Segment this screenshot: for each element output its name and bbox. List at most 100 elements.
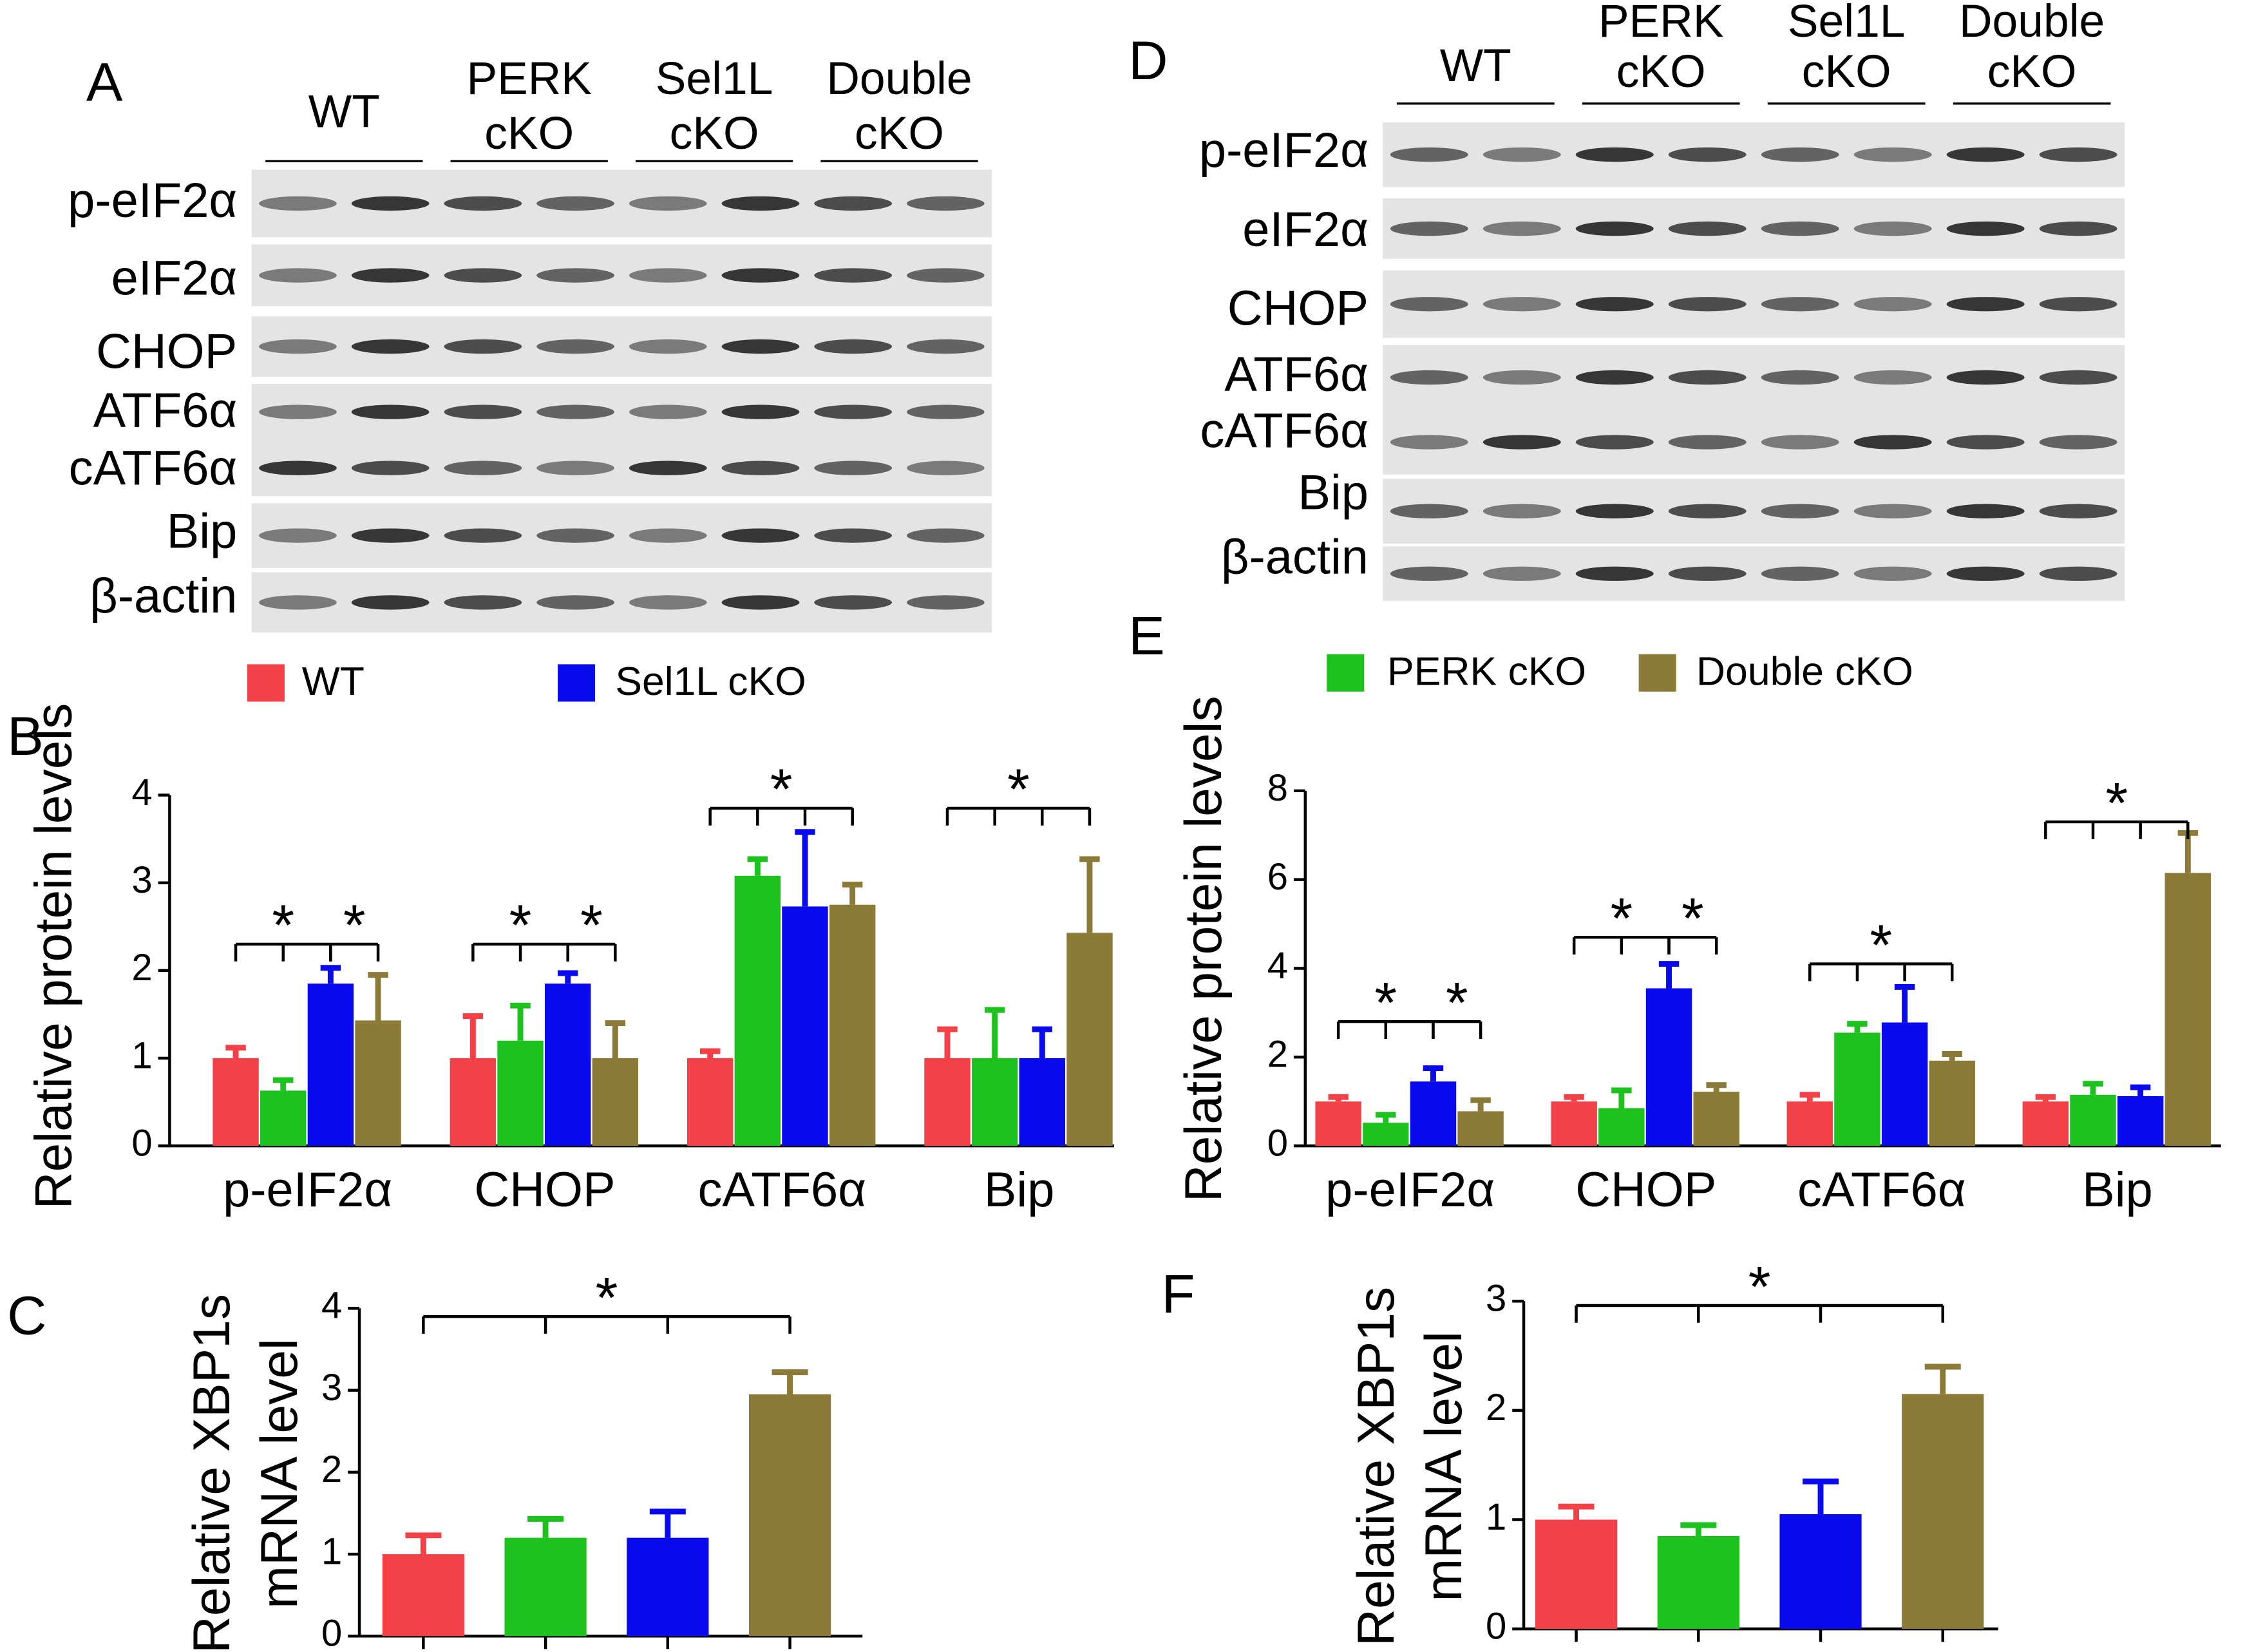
y-tick-label: 3: [1486, 1278, 1506, 1320]
blot-strip: [251, 384, 992, 497]
x-tick-label: Bip: [2082, 1163, 2153, 1217]
bar: [260, 1090, 307, 1146]
blot-band: [536, 460, 614, 475]
bar: [504, 1537, 587, 1637]
error-bar: [1328, 1094, 1349, 1102]
blot-band: [1668, 504, 1747, 518]
significance-label: *: [770, 757, 793, 821]
blot-band: [351, 196, 430, 211]
group-label: Double: [1959, 0, 2105, 47]
error-bar: [1706, 1082, 1727, 1092]
error-bar: [1680, 1522, 1717, 1536]
error-bar: [2083, 1081, 2103, 1095]
y-tick-label: 2: [1486, 1387, 1506, 1429]
blot-band: [1482, 566, 1561, 581]
group-label: Sel1L: [656, 53, 773, 104]
blot-band: [1575, 370, 1654, 385]
blot-band: [721, 404, 800, 419]
bar: [1019, 1058, 1066, 1146]
bar: [782, 906, 828, 1146]
blot-band: [814, 339, 892, 354]
bar: [1315, 1101, 1361, 1146]
blot-band: [814, 268, 892, 283]
blot-band: [2039, 147, 2117, 162]
blot-band: [1390, 221, 1468, 236]
blot-band: [1853, 435, 1932, 450]
bar: [1551, 1101, 1597, 1146]
bar: [1657, 1535, 1739, 1629]
blot-band: [721, 460, 800, 475]
legend-swatch: [558, 664, 596, 702]
blot-band: [1761, 435, 1839, 450]
significance-bracket: [566, 942, 617, 962]
blot-row-label: eIF2α: [111, 251, 238, 306]
x-tick-label: Bip: [984, 1163, 1055, 1217]
bar: [734, 875, 781, 1146]
significance-bracket: [945, 806, 1092, 826]
blot-band: [814, 528, 892, 543]
group-label: cKO: [855, 108, 944, 159]
blot-band: [1946, 370, 2025, 385]
blot-band: [906, 460, 985, 475]
blot-row-label: p-eIF2α: [68, 173, 237, 228]
blot-row-label: ATF6α: [93, 383, 238, 438]
y-tick-label: 6: [1267, 856, 1288, 898]
blot-band: [629, 404, 707, 419]
y-axis-label: Relative XBP1s: [1347, 1287, 1405, 1646]
y-tick-label: 4: [1267, 945, 1288, 987]
group-label: cKO: [670, 108, 759, 159]
blot-row-label: cATF6α: [1200, 403, 1368, 458]
legend-swatch: [247, 664, 285, 702]
error-bar: [510, 1002, 531, 1041]
significance-label: *: [1681, 886, 1704, 950]
blot-band: [1668, 566, 1747, 581]
y-axis-label: mRNA level: [1415, 1331, 1473, 1602]
blot-band: [536, 528, 614, 543]
bar: [2070, 1094, 2116, 1146]
significance-bracket: [1808, 962, 1954, 982]
error-bar: [1924, 1363, 1961, 1394]
bar: [627, 1537, 709, 1637]
bar: [1902, 1394, 1984, 1629]
significance-label: *: [343, 893, 366, 957]
blot-band: [1390, 297, 1468, 312]
blot-band: [351, 404, 430, 419]
blot-band: [536, 595, 614, 610]
blot-row-label: β-actin: [1221, 530, 1368, 585]
panel-label: E: [1128, 605, 1165, 666]
legend-label: WT: [302, 659, 365, 704]
y-axis-label: Relative XBP1s: [183, 1294, 241, 1652]
y-tick-label: 1: [321, 1530, 342, 1572]
blot-band: [721, 595, 800, 610]
bar: [1779, 1514, 1862, 1629]
bar: [307, 983, 354, 1146]
blot-band: [721, 339, 800, 354]
significance-bracket: [471, 942, 569, 962]
y-tick-label: 3: [321, 1367, 342, 1409]
error-bar: [527, 1515, 564, 1538]
group-label: Double: [826, 53, 972, 104]
bar: [497, 1040, 544, 1146]
error-bar: [937, 1026, 958, 1058]
blot-band: [1761, 297, 1839, 312]
blot-band: [1390, 147, 1468, 162]
y-tick-label: 0: [321, 1613, 342, 1652]
significance-label: *: [596, 1265, 618, 1329]
y-tick-label: 2: [321, 1448, 342, 1490]
bar: [450, 1058, 497, 1146]
blot-band: [1575, 147, 1654, 162]
significance-bracket: [329, 942, 380, 962]
blot-band: [1390, 504, 1468, 518]
blot-band: [1668, 435, 1747, 450]
bar: [1598, 1108, 1645, 1146]
blot-band: [1946, 297, 2025, 312]
blot-row-label: β-actin: [90, 569, 237, 623]
blot-band: [2039, 297, 2117, 312]
y-tick-label: 0: [1486, 1605, 1506, 1647]
x-tick-label: CHOP: [474, 1163, 615, 1217]
y-tick-label: 8: [1267, 767, 1288, 809]
blot-band: [536, 404, 614, 419]
error-bar: [273, 1077, 294, 1091]
error-bar: [842, 881, 863, 905]
